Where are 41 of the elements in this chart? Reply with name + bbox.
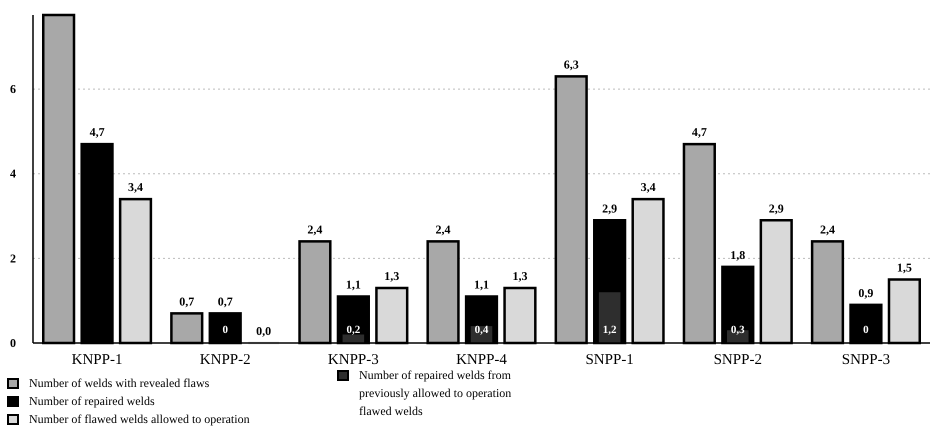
data-label: 1,1 <box>474 277 489 292</box>
data-label: 0,4 <box>474 324 489 336</box>
data-label: 2,4 <box>436 222 451 236</box>
data-label: 3,4 <box>640 180 656 194</box>
data-label: 1,1 <box>346 277 361 292</box>
x-tick-label: KNPP-2 <box>200 352 251 368</box>
x-tick-label: SNPP-2 <box>714 352 762 368</box>
legend-label: Number of repaired welds <box>29 394 155 408</box>
legend-label: Number of flawed welds allowed to operation <box>29 412 250 426</box>
legend-label: Number of welds with revealed flaws <box>29 376 210 390</box>
data-label: 0,0 <box>256 324 272 338</box>
data-label: 0 <box>863 324 870 336</box>
data-label: 2,9 <box>768 201 784 216</box>
x-tick-label: SNPP-3 <box>842 352 890 368</box>
data-label: 0,9 <box>858 286 874 300</box>
y-tick-label: 6 <box>10 82 16 96</box>
data-label: 0,2 <box>346 324 361 336</box>
y-tick-label: 4 <box>10 166 16 181</box>
data-label: 0 <box>222 324 228 336</box>
data-label: 0,3 <box>730 324 746 336</box>
data-label: 1,3 <box>512 268 528 283</box>
data-label: 2,9 <box>602 201 618 216</box>
data-label: 1,2 <box>602 324 618 336</box>
x-tick-label: KNPP-3 <box>328 352 379 368</box>
x-tick-label: KNPP-4 <box>456 352 508 368</box>
data-label: 0,7 <box>179 294 194 308</box>
data-label: 6,3 <box>564 57 579 72</box>
data-label: 3,4 <box>128 180 144 194</box>
y-tick-label: 0 <box>10 336 16 350</box>
legend-label: Number of repaired welds from previously allowed to operation flawed welds <box>359 368 512 418</box>
y-tick-label: 2 <box>10 251 16 266</box>
data-label: 1,3 <box>384 268 400 283</box>
data-label: 1,5 <box>896 260 912 275</box>
data-label: 4,7 <box>692 125 707 140</box>
x-tick-label: SNPP-1 <box>585 352 634 368</box>
data-label: 0,7 <box>218 294 233 308</box>
data-label: 2,4 <box>307 222 322 236</box>
x-tick-label: KNPP-1 <box>72 352 122 368</box>
data-label: 1,8 <box>730 248 746 262</box>
data-label: 4,7 <box>90 125 105 140</box>
data-label: 2,4 <box>820 222 835 236</box>
